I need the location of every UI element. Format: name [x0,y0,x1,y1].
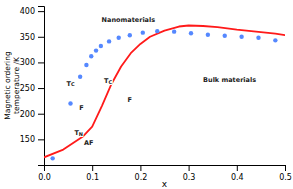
axis-line [45,166,286,172]
point [206,33,210,37]
tick: 400 [20,7,44,16]
tick: 0.3 [183,165,196,182]
point [273,38,277,42]
tick: 350 [20,33,44,42]
tick: 0.0 [38,165,51,182]
plot: 0.0 0.1 0.2 0.3 0.4 0.5 150 200 250 300 350 400 Nano… [20,7,292,182]
x-axis-title: x [162,179,168,189]
tick-mark [237,165,238,171]
tick-mark [92,165,93,171]
point [223,34,227,38]
point [84,63,88,67]
point [141,30,145,34]
point [189,31,193,35]
tick: 0.2 [135,165,148,182]
annotation: Nanomaterials [102,16,156,24]
annotation: F [79,104,83,112]
tick-label: 0.2 [135,173,148,182]
tick-label: 400 [20,7,35,16]
tick: 200 [20,110,44,119]
point [256,36,260,40]
tick-mark [189,165,190,171]
axis-line [38,7,45,166]
tick: 250 [20,84,44,93]
y-axis-title: Magnetic orderingtemperature /K [3,51,21,120]
point [50,156,54,160]
annotation: TC [104,77,112,85]
tick-label: 0.4 [231,173,244,182]
tick-label: 0.3 [183,173,196,182]
tick-mark [38,37,44,38]
tick-label: 200 [20,110,35,119]
tick-label: 0.5 [279,173,292,182]
y-axis: 150 200 250 300 350 400 [20,7,45,166]
point [172,29,176,33]
point [117,36,121,40]
point [78,75,82,79]
point [155,29,159,33]
tick-mark [38,114,44,115]
marks [44,25,285,160]
point [99,44,103,48]
point [128,33,132,37]
point [89,54,93,58]
point [68,101,72,105]
tick: 0.4 [231,165,244,182]
chart: 0.0 0.1 0.2 0.3 0.4 0.5 150 200 250 300 350 400 Nano… [0,0,293,189]
tick-mark [140,165,141,171]
tick-mark [285,165,286,171]
tick-mark [38,11,44,12]
tick-label: 350 [20,33,35,42]
annotation: F [128,96,132,104]
annotations: Nanomaterials Bulk materials F F AF TC TC TN [66,16,256,147]
tick-label: 150 [20,135,35,144]
tick-mark [38,139,44,140]
annotation: Bulk materials [203,76,256,84]
tick-mark [38,62,44,63]
annotation: TN [74,129,83,137]
point [107,39,111,43]
tick: 0.5 [279,165,292,182]
annotation: AF [84,139,93,147]
tick-label: 250 [20,84,35,93]
tick-mark [38,88,44,89]
tick: 0.1 [86,165,99,182]
tick-label: 0.0 [38,173,51,182]
tick-label: 0.1 [86,173,99,182]
tick-label: 300 [20,58,35,67]
point [94,48,98,52]
point [239,35,243,39]
line [44,25,285,157]
tick: 300 [20,58,44,67]
tick: 150 [20,135,44,144]
annotation: TC [66,80,74,88]
